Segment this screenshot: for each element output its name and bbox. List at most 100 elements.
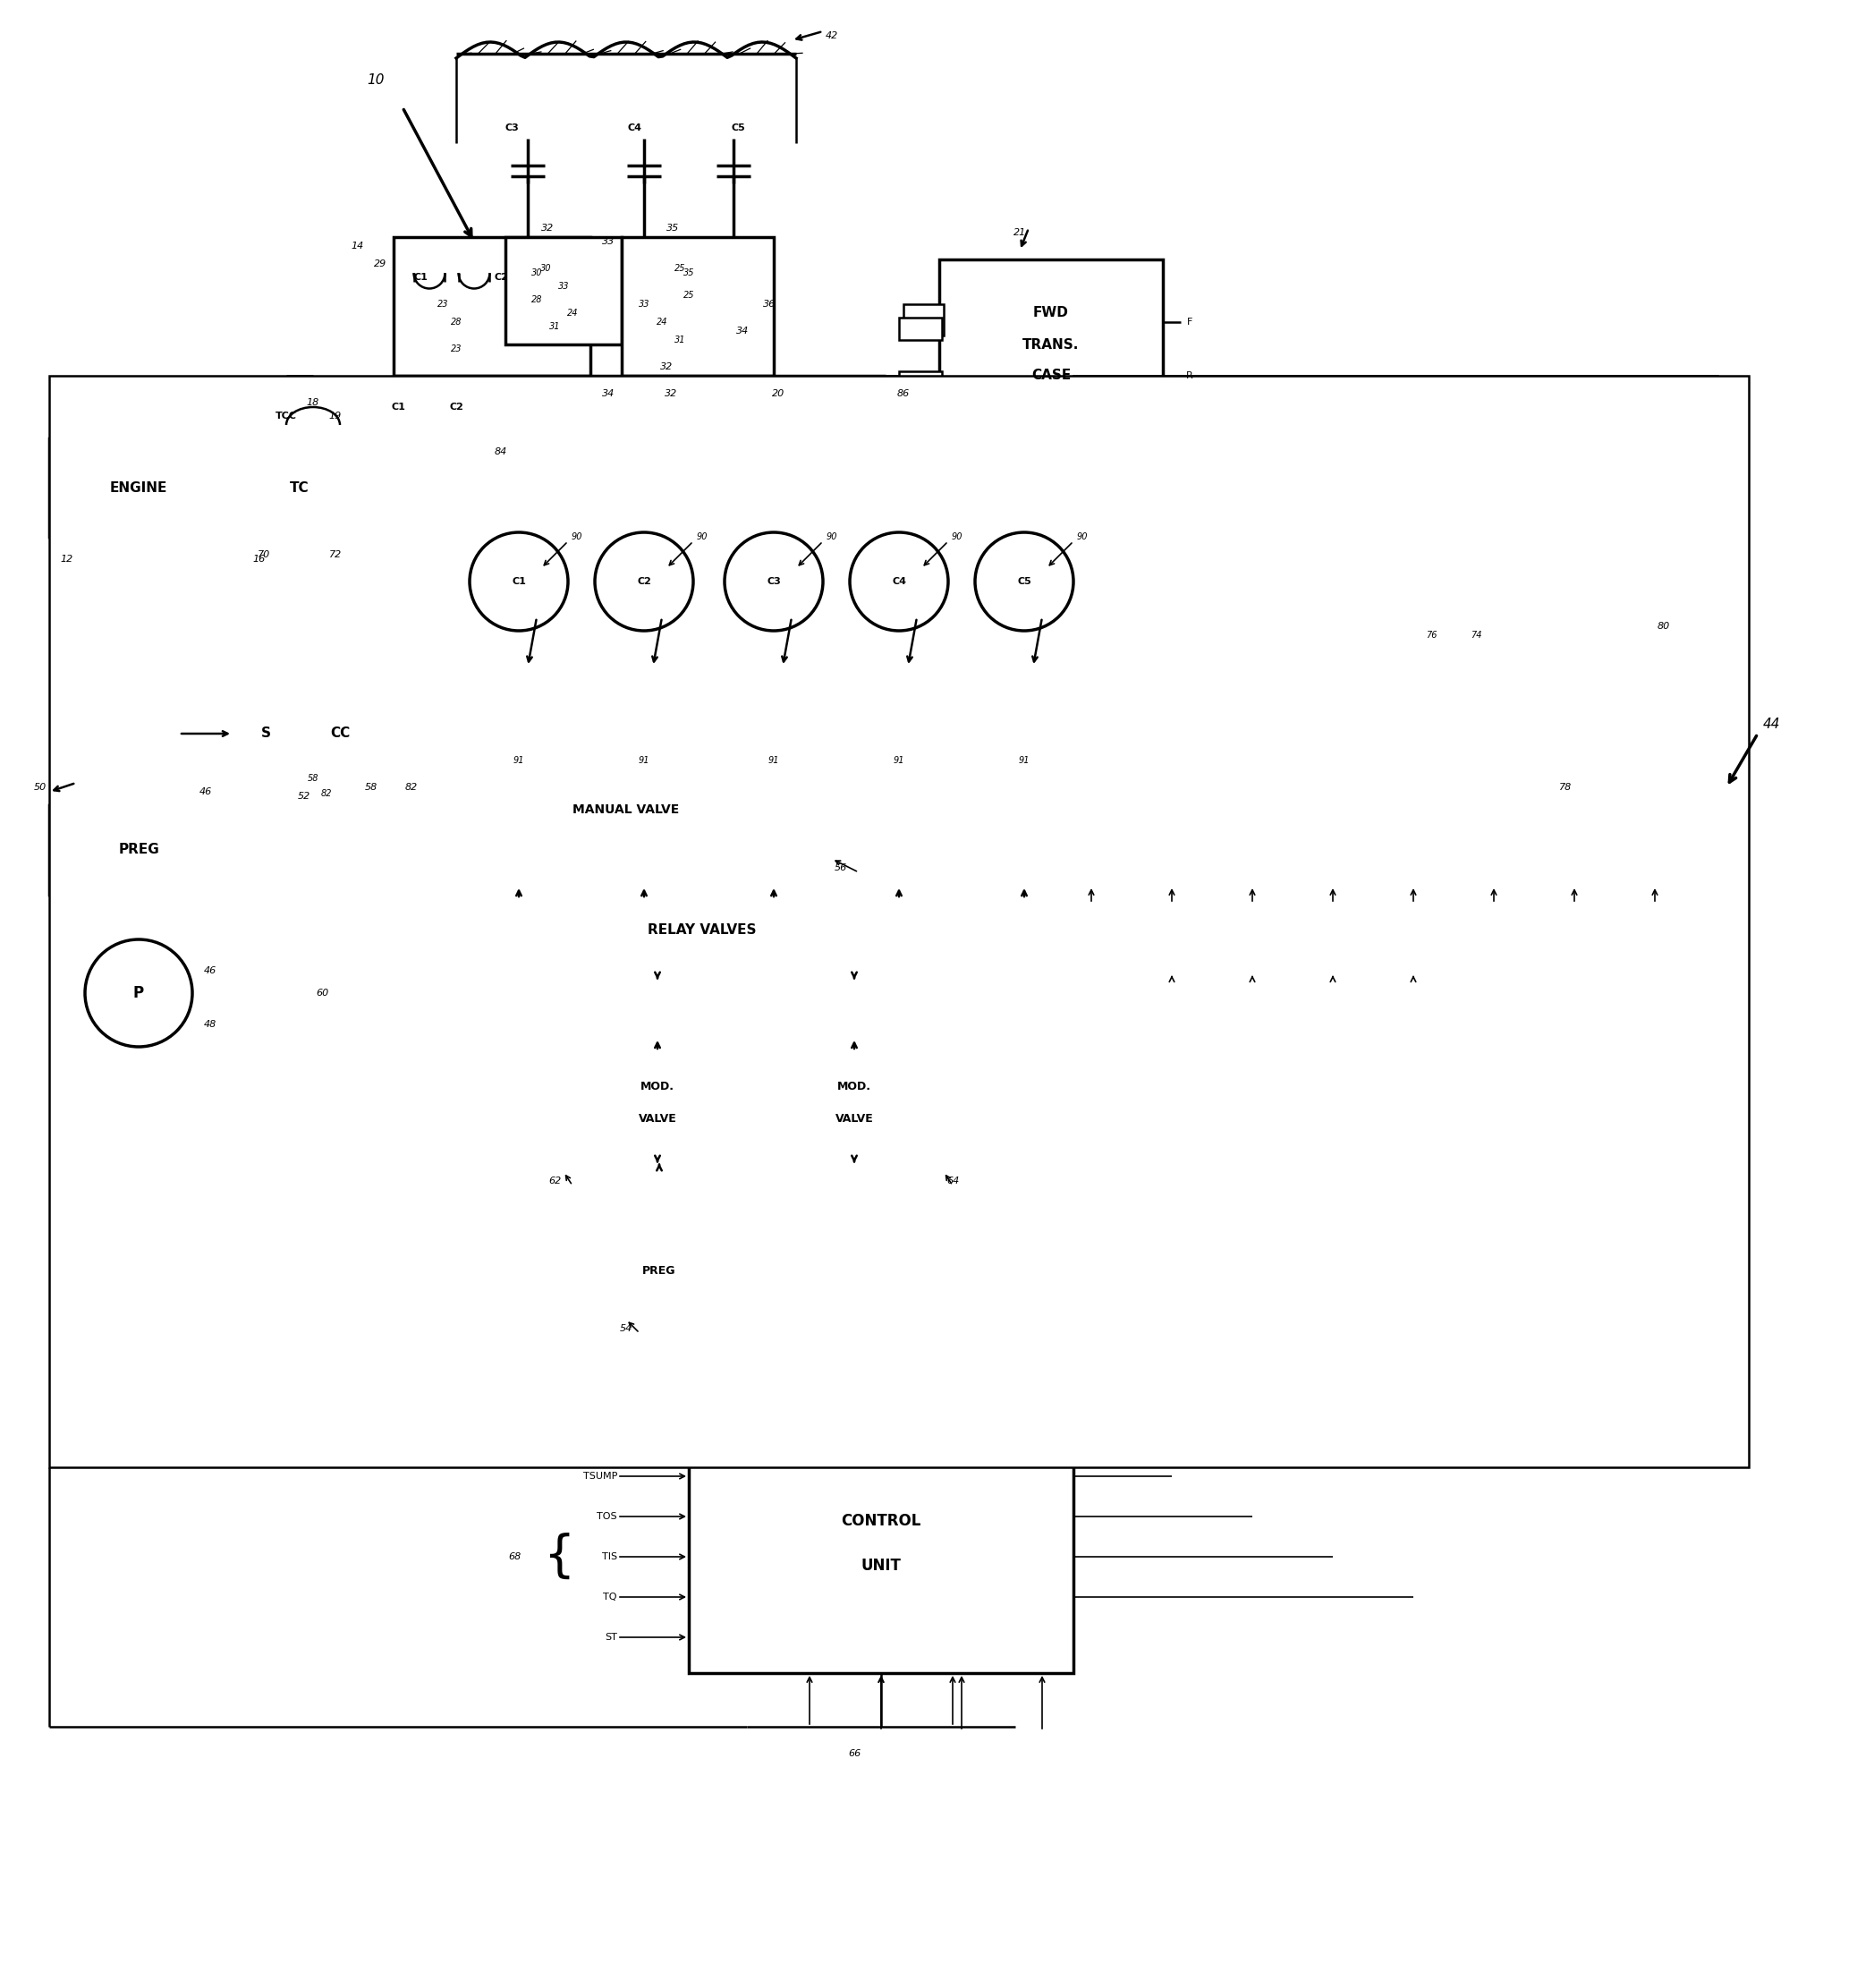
Bar <box>1449 654 1645 769</box>
Bar <box>384 787 442 837</box>
Text: RELAY VALVES: RELAY VALVES <box>648 924 757 936</box>
Text: 12: 12 <box>60 555 73 565</box>
Text: C5: C5 <box>1018 577 1031 586</box>
Text: PREG: PREG <box>643 1264 677 1276</box>
Circle shape <box>84 940 193 1048</box>
Text: 60: 60 <box>315 988 328 998</box>
Bar <box>461 475 542 537</box>
Text: 24: 24 <box>656 318 667 326</box>
Text: 82: 82 <box>320 789 332 797</box>
Text: C5: C5 <box>731 123 746 133</box>
Text: C2: C2 <box>495 272 508 282</box>
Text: 91: 91 <box>1019 755 1031 765</box>
Text: TQ: TQ <box>603 1592 617 1602</box>
Bar <box>581 1038 733 1163</box>
Bar <box>485 672 553 744</box>
Text: 23: 23 <box>450 344 461 354</box>
Text: 21: 21 <box>1014 229 1027 237</box>
Text: 19: 19 <box>330 412 341 421</box>
Text: 90: 90 <box>826 533 838 541</box>
Bar <box>1074 376 1717 976</box>
Text: C1: C1 <box>414 272 427 282</box>
Bar <box>251 439 349 537</box>
Text: 33: 33 <box>639 300 650 308</box>
Bar <box>1563 680 1585 734</box>
Text: MANUAL VALVE: MANUAL VALVE <box>573 803 680 815</box>
Text: 66: 66 <box>847 1749 860 1757</box>
Text: 91: 91 <box>639 755 650 765</box>
Text: ENGINE: ENGINE <box>111 481 167 495</box>
Bar <box>690 1423 1074 1674</box>
Text: 28: 28 <box>530 296 542 304</box>
Bar <box>49 376 1748 1467</box>
Bar <box>439 769 813 851</box>
Text: 10: 10 <box>367 74 384 87</box>
Text: S: S <box>260 728 270 740</box>
Text: 14: 14 <box>352 243 364 250</box>
Text: TCC: TCC <box>275 412 296 421</box>
Text: 48: 48 <box>204 1020 217 1030</box>
Text: 25: 25 <box>684 290 695 300</box>
Circle shape <box>974 533 1074 630</box>
Bar <box>866 672 933 744</box>
Text: 68: 68 <box>508 1553 521 1561</box>
Text: MOD.: MOD. <box>838 1081 871 1093</box>
Text: 33: 33 <box>558 282 570 290</box>
Bar <box>84 1101 201 1209</box>
Text: 32: 32 <box>665 390 677 398</box>
Text: CC: CC <box>330 728 350 740</box>
Bar <box>232 698 300 769</box>
Text: TIS: TIS <box>602 1553 617 1561</box>
Text: 16: 16 <box>253 555 266 565</box>
Text: 30: 30 <box>530 268 542 278</box>
Text: 91: 91 <box>894 755 905 765</box>
Circle shape <box>470 533 568 630</box>
Circle shape <box>725 533 823 630</box>
Text: 35: 35 <box>684 268 695 278</box>
Text: VALVE: VALVE <box>639 1113 677 1123</box>
Bar <box>611 672 678 744</box>
Bar <box>740 672 808 744</box>
Text: P: P <box>133 984 144 1002</box>
Bar <box>349 887 1055 976</box>
Text: 64: 64 <box>946 1177 959 1185</box>
Text: 86: 86 <box>898 390 911 398</box>
Text: C2: C2 <box>450 404 463 412</box>
Bar <box>939 260 1164 429</box>
Text: 32: 32 <box>542 225 555 233</box>
Text: TC: TC <box>290 481 309 495</box>
Text: PREG: PREG <box>118 843 159 857</box>
Text: 33: 33 <box>602 237 615 247</box>
Text: 44: 44 <box>1762 718 1780 732</box>
Text: TOS: TOS <box>598 1513 617 1521</box>
Bar <box>903 304 944 336</box>
Text: MOD.: MOD. <box>641 1081 675 1093</box>
Text: C3: C3 <box>504 123 519 133</box>
Circle shape <box>594 533 693 630</box>
Text: 72: 72 <box>330 551 341 559</box>
Text: 58: 58 <box>365 783 377 791</box>
Text: ST: ST <box>605 1632 617 1642</box>
Bar <box>991 672 1059 744</box>
Text: 58: 58 <box>307 773 319 783</box>
Bar <box>1527 680 1550 734</box>
Text: 91: 91 <box>513 755 525 765</box>
Text: 46: 46 <box>204 966 217 976</box>
Text: C3: C3 <box>766 577 781 586</box>
Text: FWD: FWD <box>1033 306 1068 320</box>
Text: 90: 90 <box>572 533 583 541</box>
Text: 25: 25 <box>675 264 686 272</box>
Text: TRANS.: TRANS. <box>1023 338 1079 352</box>
Bar <box>49 805 229 895</box>
Text: 82: 82 <box>405 783 418 791</box>
Bar <box>900 372 943 394</box>
Text: C1: C1 <box>512 577 527 586</box>
Text: 42: 42 <box>826 32 838 40</box>
Text: 91: 91 <box>768 755 780 765</box>
Text: VALVE: VALVE <box>836 1113 873 1123</box>
Text: 76: 76 <box>1426 630 1437 640</box>
Text: 29: 29 <box>373 260 386 268</box>
Bar <box>1492 680 1514 734</box>
Bar <box>622 237 774 376</box>
Text: 52: 52 <box>298 791 311 801</box>
